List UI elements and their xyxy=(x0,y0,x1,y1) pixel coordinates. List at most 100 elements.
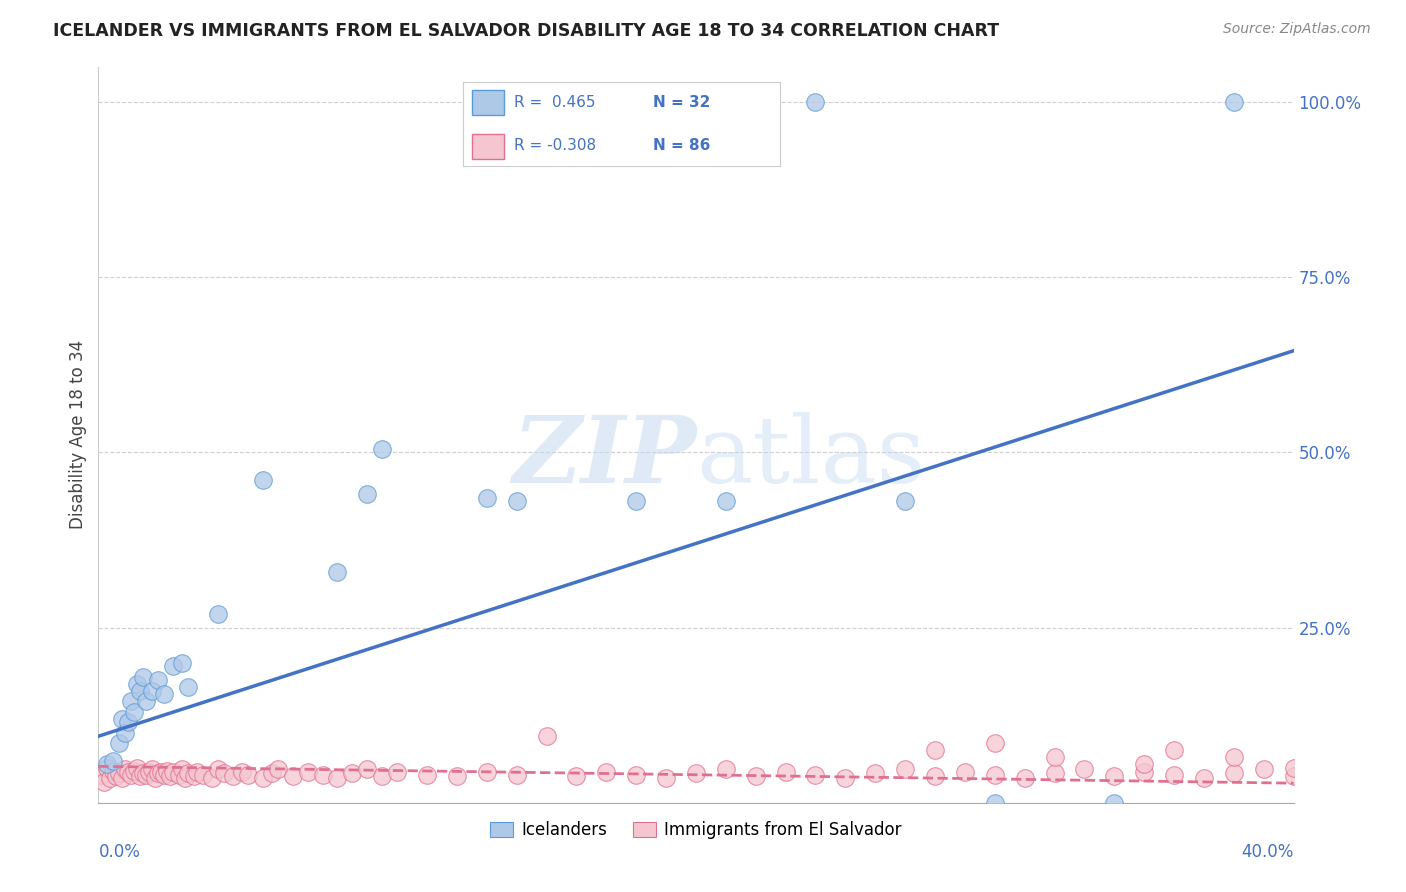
Y-axis label: Disability Age 18 to 34: Disability Age 18 to 34 xyxy=(69,340,87,530)
Point xyxy=(141,683,163,698)
Point xyxy=(775,764,797,779)
Point xyxy=(172,762,194,776)
Point xyxy=(1192,771,1215,785)
Point xyxy=(626,768,648,782)
Point xyxy=(90,768,112,782)
Point xyxy=(626,494,648,508)
Point xyxy=(297,764,319,779)
Point xyxy=(177,680,200,694)
Point xyxy=(114,725,136,739)
Point xyxy=(804,95,827,109)
Point xyxy=(984,736,1007,750)
Point xyxy=(475,764,498,779)
Point xyxy=(252,474,274,488)
Point xyxy=(924,743,946,757)
Point xyxy=(222,769,245,783)
Point xyxy=(446,769,468,783)
Point xyxy=(416,768,439,782)
Point xyxy=(385,764,409,779)
Point xyxy=(953,764,976,779)
Legend: Icelanders, Immigrants from El Salvador: Icelanders, Immigrants from El Salvador xyxy=(484,814,908,846)
Point xyxy=(371,769,394,783)
Point xyxy=(326,771,349,785)
Point xyxy=(1163,743,1185,757)
Point xyxy=(156,764,179,778)
Point xyxy=(143,771,166,785)
Point xyxy=(207,762,229,776)
Point xyxy=(1223,750,1246,764)
Text: ZIP: ZIP xyxy=(512,412,696,502)
Point xyxy=(685,766,707,780)
Point xyxy=(1163,768,1185,782)
Point xyxy=(894,494,917,508)
Point xyxy=(105,769,128,783)
Point xyxy=(252,771,274,785)
Point xyxy=(342,766,364,780)
Point xyxy=(506,494,529,508)
Point xyxy=(326,565,349,579)
Point xyxy=(127,761,149,775)
Point xyxy=(162,659,184,673)
Point xyxy=(212,766,235,780)
Point xyxy=(129,683,152,698)
Point xyxy=(177,766,200,780)
Point xyxy=(1282,769,1305,783)
Point xyxy=(186,764,208,779)
Point xyxy=(804,768,827,782)
Point xyxy=(98,771,122,786)
Point xyxy=(207,607,229,621)
Point xyxy=(111,712,134,726)
Point xyxy=(148,766,170,780)
Point xyxy=(172,656,194,670)
Point xyxy=(506,768,529,782)
Point xyxy=(1073,762,1095,776)
Point xyxy=(984,768,1007,782)
Point xyxy=(260,766,283,780)
Point xyxy=(174,771,197,785)
Point xyxy=(103,764,125,779)
Point xyxy=(267,762,290,776)
Point xyxy=(117,764,139,779)
Point xyxy=(96,757,118,772)
Point xyxy=(475,491,498,505)
Point xyxy=(141,762,163,776)
Point xyxy=(162,764,184,779)
Point xyxy=(132,766,155,780)
Point xyxy=(1253,762,1275,776)
Point xyxy=(231,764,253,779)
Point xyxy=(924,769,946,783)
Point xyxy=(865,766,887,780)
Text: 0.0%: 0.0% xyxy=(98,843,141,862)
Point xyxy=(132,670,155,684)
Point xyxy=(148,673,170,688)
Point xyxy=(108,766,131,780)
Point xyxy=(1043,750,1066,764)
Point xyxy=(167,768,190,782)
Point xyxy=(1133,757,1156,772)
Point xyxy=(236,768,259,782)
Point xyxy=(127,676,149,690)
Text: 40.0%: 40.0% xyxy=(1241,843,1294,862)
Point xyxy=(191,768,214,782)
Point xyxy=(124,764,146,778)
Point xyxy=(114,762,136,776)
Point xyxy=(1104,769,1126,783)
Point xyxy=(1104,796,1126,810)
Text: Source: ZipAtlas.com: Source: ZipAtlas.com xyxy=(1223,22,1371,37)
Point xyxy=(138,764,160,779)
Point xyxy=(1282,761,1305,775)
Point xyxy=(1043,766,1066,780)
Point xyxy=(745,769,768,783)
Point xyxy=(1223,766,1246,780)
Point xyxy=(129,769,152,783)
Text: ICELANDER VS IMMIGRANTS FROM EL SALVADOR DISABILITY AGE 18 TO 34 CORRELATION CHA: ICELANDER VS IMMIGRANTS FROM EL SALVADOR… xyxy=(53,22,1000,40)
Point xyxy=(153,768,176,782)
Point xyxy=(135,768,157,782)
Point xyxy=(120,768,142,782)
Point xyxy=(714,762,737,776)
Point xyxy=(117,715,139,730)
Point xyxy=(565,769,588,783)
Point xyxy=(111,771,134,785)
Point xyxy=(93,774,115,789)
Point xyxy=(655,771,678,785)
